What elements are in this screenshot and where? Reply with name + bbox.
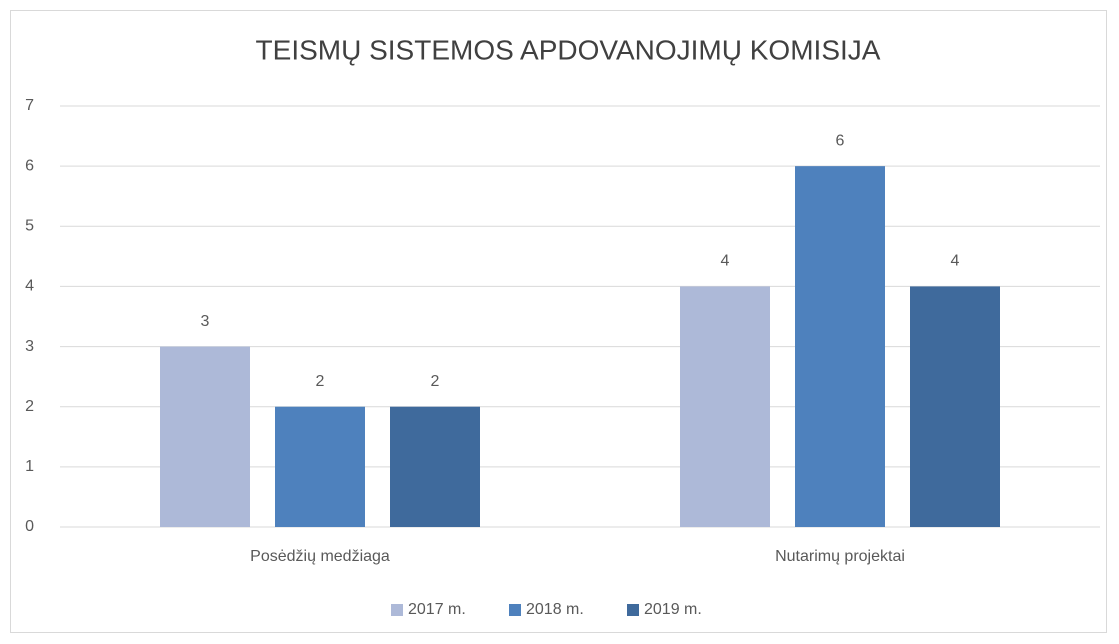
data-label: 4 (951, 253, 960, 270)
data-label: 2 (431, 373, 440, 390)
bar (795, 166, 885, 527)
bar (910, 286, 1000, 527)
legend-swatch (509, 604, 521, 616)
legend-swatch (391, 604, 403, 616)
y-tick-label: 5 (25, 218, 34, 235)
legend-label: 2019 m. (644, 601, 702, 618)
x-tick-label: Posėdžių medžiaga (250, 548, 390, 565)
data-label: 4 (721, 253, 730, 270)
y-tick-label: 6 (25, 157, 34, 174)
legend-label: 2017 m. (408, 601, 466, 618)
data-label: 2 (316, 373, 325, 390)
y-tick-label: 0 (25, 518, 34, 535)
data-label: 6 (836, 132, 845, 149)
legend-swatch (627, 604, 639, 616)
bar (680, 286, 770, 527)
y-tick-label: 3 (25, 338, 34, 355)
y-tick-label: 4 (25, 278, 34, 295)
bar (390, 406, 480, 527)
legend-label: 2018 m. (526, 601, 584, 618)
bar (275, 406, 365, 527)
y-tick-label: 7 (25, 97, 34, 114)
y-tick-label: 2 (25, 398, 34, 415)
data-label: 3 (201, 313, 210, 330)
y-tick-label: 1 (25, 458, 34, 475)
x-tick-label: Nutarimų projektai (775, 548, 905, 565)
chart-title: TEISMŲ SISTEMOS APDOVANOJIMŲ KOMISIJA (256, 34, 881, 65)
bar (160, 346, 250, 527)
